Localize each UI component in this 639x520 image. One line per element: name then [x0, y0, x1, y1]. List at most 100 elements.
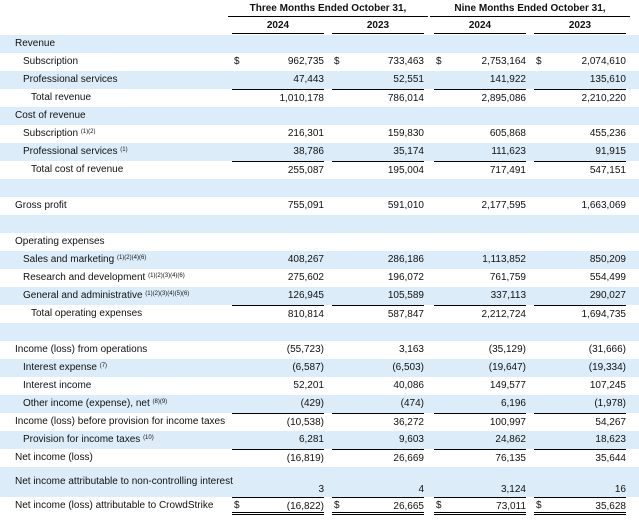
value: 6,196	[500, 398, 526, 409]
label-text: Cost of revenue	[15, 110, 86, 121]
value: 52,551	[393, 74, 424, 85]
label-text: Other income (expense), net (8)(9)	[23, 398, 168, 409]
row-band	[0, 323, 639, 341]
row-band	[0, 395, 639, 413]
label-text: Research and development (1)(2)(3)(4)(6)	[23, 272, 185, 283]
value: (6,503)	[392, 362, 424, 373]
value: 962,735	[287, 56, 324, 67]
row-band	[0, 251, 639, 269]
value: 2,177,595	[481, 200, 527, 211]
value: 255,087	[232, 161, 324, 179]
value: 4	[418, 484, 424, 495]
year: 2024	[232, 18, 324, 34]
row-label: Sales and marketing (1)(2)(4)(6)	[23, 251, 235, 269]
row-label: Revenue	[15, 35, 235, 53]
row-band	[0, 35, 639, 53]
value: (16,822)	[232, 497, 324, 515]
row-label: Cost of revenue	[15, 107, 235, 125]
label-text: General and administrative (1)(2)(3)(4)(…	[23, 290, 190, 301]
currency: $	[234, 56, 240, 67]
value: 107,245	[589, 380, 626, 391]
footnote-ref: (1)(2)(3)(4)(6)	[148, 273, 185, 279]
value: 3,124	[500, 484, 526, 495]
value: 3	[318, 484, 324, 495]
label-text: Total operating expenses	[31, 308, 143, 319]
value: 26,669	[332, 449, 424, 467]
value: 196,072	[387, 272, 424, 283]
value: (19,647)	[488, 362, 526, 373]
value: 149,577	[489, 380, 526, 391]
currency: $	[334, 56, 340, 67]
footnote-ref: (1)(2)(3)(4)(5)(6)	[145, 291, 190, 297]
row-band	[0, 359, 639, 377]
label-text: Total revenue	[31, 92, 92, 103]
value: 2,210,220	[534, 89, 626, 107]
value: (429)	[300, 398, 324, 409]
value: 40,086	[393, 380, 424, 391]
value: 73,011	[434, 497, 526, 515]
value: (474)	[400, 398, 424, 409]
label-text: Interest expense (7)	[23, 362, 108, 373]
label-text: Subscription	[23, 56, 79, 67]
value: 38,786	[293, 146, 324, 157]
row-band	[0, 467, 639, 497]
row-label: Provision for income taxes (10)	[23, 431, 235, 449]
row-label: Income (loss) before provision for incom…	[15, 413, 235, 431]
label-text: Professional services (1)	[23, 146, 128, 157]
footnote-ref: (8)(9)	[152, 399, 168, 405]
row-label: Income (loss) from operations	[15, 341, 235, 359]
value: (35,129)	[488, 344, 526, 355]
value: 290,027	[589, 290, 626, 301]
row-label: Net income (loss)	[15, 449, 235, 467]
currency: $	[436, 56, 442, 67]
value: (1,978)	[594, 398, 626, 409]
row-label: Professional services (1)	[23, 143, 235, 161]
row-label: Subscription (1)(2)	[23, 125, 235, 143]
row-label: Total revenue	[31, 89, 235, 107]
value: 591,010	[387, 200, 424, 211]
label-text: Professional services	[23, 74, 118, 85]
label-text: Income (loss) from operations	[15, 344, 148, 355]
label-text: Net income (loss)	[15, 452, 93, 463]
value: 554,499	[589, 272, 626, 283]
label-text: Sales and marketing (1)(2)(4)(6)	[23, 254, 147, 265]
label-text: Net income attributable to non-controlli…	[15, 476, 233, 487]
label-text: Net income (loss) attributable to CrowdS…	[15, 500, 214, 511]
year: 2024	[434, 18, 526, 34]
value: 141,922	[489, 74, 526, 85]
value: 18,623	[595, 434, 626, 445]
value: 100,997	[434, 413, 526, 431]
currency: $	[334, 500, 340, 511]
value: 24,862	[495, 434, 526, 445]
value: 1,113,852	[482, 254, 526, 265]
value: 810,814	[232, 305, 324, 323]
footnote-ref: (7)	[99, 363, 108, 369]
value: 9,603	[398, 434, 424, 445]
value: 159,830	[387, 128, 424, 139]
value: 1,663,069	[581, 200, 627, 211]
value: 286,186	[387, 254, 424, 265]
row-label: Interest expense (7)	[23, 359, 235, 377]
value: 126,945	[287, 290, 324, 301]
value: 35,174	[393, 146, 424, 157]
value: 35,644	[534, 449, 626, 467]
footnote-ref: (1)(2)	[80, 129, 96, 135]
period-title: Nine Months Ended October 31,	[430, 1, 630, 17]
value: 605,868	[489, 128, 526, 139]
value: (10,538)	[232, 413, 324, 431]
value: 2,074,610	[581, 56, 627, 67]
value: 455,236	[589, 128, 626, 139]
value: 408,267	[287, 254, 324, 265]
value: 216,301	[287, 128, 324, 139]
value: 337,113	[490, 290, 526, 301]
value: 755,091	[287, 200, 324, 211]
footnote-ref: (10)	[143, 435, 154, 441]
row-band	[0, 107, 639, 125]
row-label: General and administrative (1)(2)(3)(4)(…	[23, 287, 235, 305]
label-text: Total cost of revenue	[31, 164, 124, 175]
value: 717,491	[434, 161, 526, 179]
value: 6,281	[298, 434, 324, 445]
row-label: Net income (loss) attributable to CrowdS…	[15, 497, 235, 515]
value: 761,759	[489, 272, 526, 283]
